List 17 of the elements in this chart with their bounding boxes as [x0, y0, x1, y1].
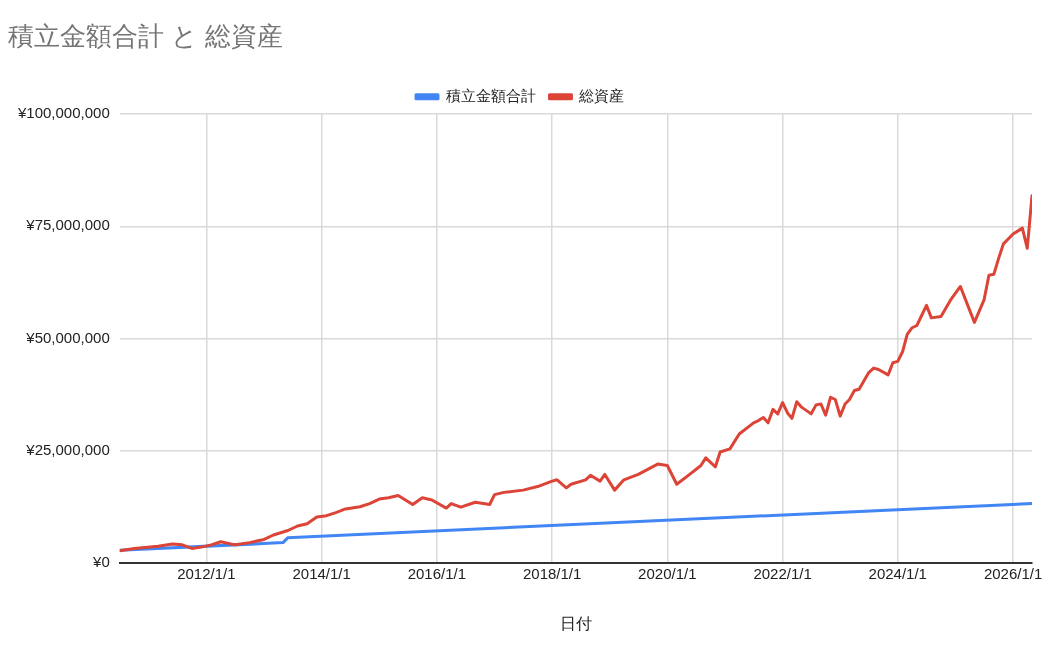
x-tick-label: 2024/1/1	[868, 564, 927, 582]
x-tick-label: 2018/1/1	[522, 564, 582, 582]
y-tick-label: ¥25,000,000	[25, 440, 110, 458]
y-tick-label: ¥75,000,000	[25, 216, 110, 234]
x-tick-label: 2022/1/1	[753, 564, 812, 582]
x-tick-label: 2016/1/1	[407, 564, 467, 582]
x-tick-label: 2026/1/1	[983, 564, 1043, 582]
y-tick-label: ¥50,000,000	[25, 328, 110, 346]
x-tick-label: 2020/1/1	[638, 564, 697, 582]
x-tick-label: 2014/1/1	[292, 564, 351, 582]
x-axis-title: 日付	[559, 614, 592, 632]
y-tick-label: ¥100,000,000	[16, 104, 110, 122]
legend-label: 総資産	[578, 86, 624, 104]
y-tick-label: ¥0	[92, 552, 110, 570]
x-tick-label: 2012/1/1	[177, 564, 236, 582]
legend-label: 積立金額合計	[445, 86, 536, 104]
chart-title: 積立金額合計 と 総資産	[8, 20, 284, 51]
